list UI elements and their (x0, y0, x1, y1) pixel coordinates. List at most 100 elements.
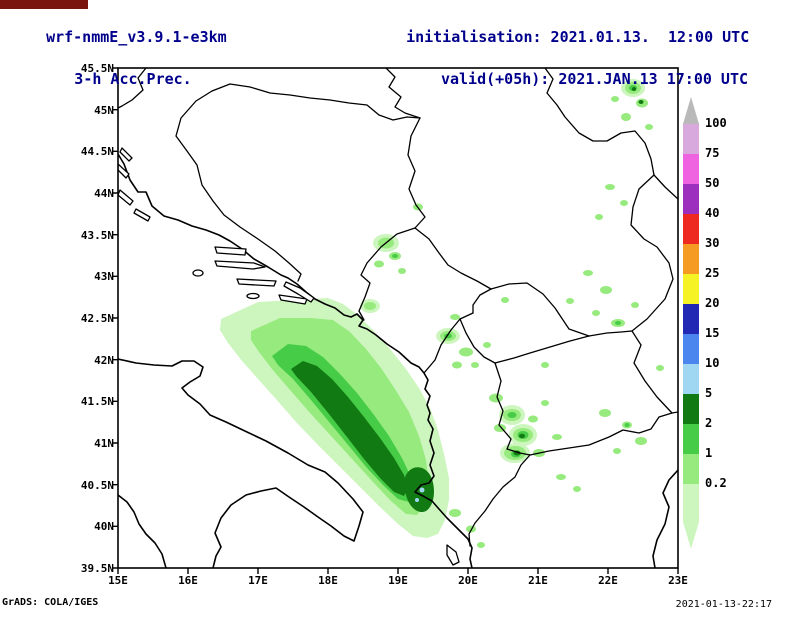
header-left: wrf-nmmE_v3.9.1-e3km 3-h Acc.Prec. (28, 6, 238, 111)
lat-ticks (112, 67, 118, 569)
island (119, 147, 133, 162)
country-border (544, 68, 655, 176)
colorbar-segment (683, 334, 699, 364)
colorbar-segment (683, 424, 699, 454)
precip-blob (556, 474, 566, 480)
precip-blob (621, 113, 631, 121)
lon-tick-label: 18E (318, 574, 338, 587)
init-time-label: initialisation: 2021.01.13. 12:00 UTC (406, 28, 750, 46)
colorbar-tick-label: 20 (705, 296, 720, 310)
country-border (385, 68, 421, 119)
precip-blob (631, 302, 639, 308)
coastline-calabria (118, 494, 167, 568)
colorbar-tick-label: 75 (705, 146, 720, 160)
axis-ticks (112, 67, 679, 574)
precip-blob (592, 310, 600, 316)
colorbar-tick-label: 100 (705, 116, 727, 130)
country-border (407, 117, 426, 229)
colorbar-tick-label: 0.2 (705, 476, 727, 490)
lat-tick-label: 43N (94, 270, 114, 283)
colorbar-segment (683, 484, 699, 522)
colorbar-segment (683, 154, 699, 184)
precip-blob (605, 184, 615, 190)
precip-blob (573, 486, 581, 492)
render-timestamp: 2021-01-13-22:17 (675, 599, 772, 610)
colorbar-segment (683, 364, 699, 394)
island (133, 208, 151, 222)
colorbar-segment (683, 304, 699, 334)
precip-blob (599, 409, 611, 417)
colorbar-tick-label: 2 (705, 416, 713, 430)
product-title: 3-h Acc.Prec. (74, 70, 192, 88)
country-border (468, 454, 531, 547)
island (236, 278, 277, 287)
lat-tick-label: 41N (94, 437, 114, 450)
precip-blob (638, 100, 644, 104)
precip-blob (635, 437, 647, 445)
header-right: initialisation: 2021.01.13. 12:00 UTC va… (388, 6, 750, 90)
footer-accent-bar (0, 0, 88, 9)
country-border (631, 330, 673, 414)
coastline-thermaic-gulf (652, 469, 678, 568)
model-title: wrf-nmmE_v3.9.1-e3km (46, 28, 227, 46)
colorbar-tick-label: 25 (705, 266, 720, 280)
precip-blob (611, 96, 619, 102)
colorbar-tick-label: 5 (705, 386, 713, 400)
island (192, 269, 204, 277)
lat-tick-label: 44.5N (80, 145, 114, 158)
precip-blob (595, 214, 603, 220)
precip-blob (541, 400, 549, 406)
precip-coastal-core (404, 467, 434, 513)
lat-tick-label: 45N (94, 104, 114, 117)
country-border (494, 335, 590, 364)
precip-blob (615, 321, 621, 325)
colorbar-segment (683, 184, 699, 214)
precip-blob (419, 487, 425, 493)
island (118, 189, 134, 206)
country-border (211, 83, 421, 121)
coastline-italy (118, 358, 364, 568)
country-border (472, 288, 492, 314)
colorbar-segment (683, 394, 699, 424)
precip-blob (519, 433, 525, 439)
precip-blob (398, 268, 406, 274)
lon-tick-label: 23E (668, 574, 688, 587)
lon-tick-label: 17E (248, 574, 268, 587)
precip-blob (583, 270, 593, 276)
precip-blob (566, 298, 574, 304)
country-border (630, 174, 674, 332)
colorbar-tick-label: 30 (705, 236, 720, 250)
lon-tick-label: 22E (598, 574, 618, 587)
precip-shading (220, 79, 664, 548)
lat-tick-label: 44N (94, 187, 114, 200)
precip-blob (600, 286, 612, 294)
precip-blob (613, 448, 621, 454)
island (214, 260, 266, 270)
colorbar-tick-label: 1 (705, 446, 713, 460)
lon-tick-label: 20E (458, 574, 478, 587)
precip-blob (415, 498, 419, 502)
country-border (459, 312, 496, 364)
country-border (118, 68, 147, 109)
colorbar-arrow-bottom (683, 522, 699, 549)
lat-tick-label: 43.5N (80, 229, 114, 242)
grads-stamp: GrADS: COLA/IGES (2, 597, 99, 608)
precip-blob (620, 200, 628, 206)
island (246, 292, 260, 300)
country-border (529, 411, 678, 456)
precip-blob (631, 87, 637, 91)
lat-tick-label: 41.5N (80, 395, 114, 408)
precip-blob (374, 260, 384, 268)
colorbar-tick-label: 15 (705, 326, 720, 340)
island (278, 294, 308, 305)
lat-tick-label: 42.5N (80, 312, 114, 325)
colorbar (683, 97, 699, 549)
country-border (588, 330, 633, 337)
lat-tick-label: 40N (94, 520, 114, 533)
valid-time-label: valid(+05h): 2021.JAN.13 17:00 UTC (440, 70, 748, 88)
lat-tick-label: 39.5N (80, 562, 114, 575)
precip-blob (364, 302, 376, 310)
colorbar-segment (683, 244, 699, 274)
country-border (358, 310, 365, 321)
country-border (490, 282, 590, 337)
